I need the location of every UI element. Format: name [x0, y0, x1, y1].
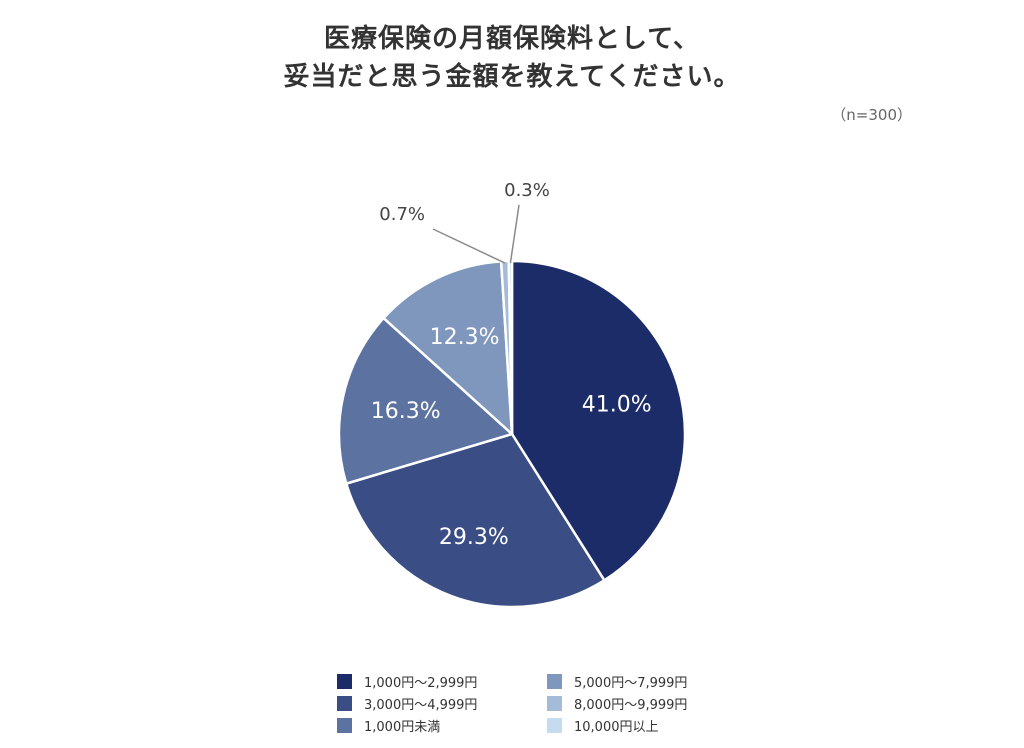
legend-item-3000-4999: 3,000円〜4,999円 [337, 694, 547, 713]
pie-slice-4 [382, 260, 514, 436]
legend-swatch-under-1000 [337, 718, 352, 733]
chart-title-line-1: 医療保険の月額保険料として、 [324, 24, 700, 54]
data-label-4: 12.3% [430, 325, 500, 350]
chart-title: 医療保険の月額保険料として、 妥当だと思う金額を教えてください。 [0, 20, 1024, 96]
legend-item-5000-7999: 5,000円〜7,999円 [547, 672, 757, 691]
data-label-1: 41.0% [582, 393, 652, 418]
legend-label-10000-plus: 10,000円以上 [574, 720, 659, 735]
sample-size-label: （n=300） [831, 106, 912, 124]
legend-swatch-3000-4999 [337, 696, 352, 711]
pie-chart: 41.0% 29.3% 16.3% 12.3% 0.7% 0.3% [337, 180, 687, 609]
legend-label-3000-4999: 3,000円〜4,999円 [364, 698, 478, 713]
data-label-2: 29.3% [439, 525, 509, 550]
chart-title-line-2: 妥当だと思う金額を教えてください。 [283, 62, 741, 92]
pie-slice-3 [337, 316, 514, 485]
legend-swatch-8000-9999 [547, 696, 562, 711]
legend-label-8000-9999: 8,000円〜9,999円 [574, 698, 688, 713]
legend-item-8000-9999: 8,000円〜9,999円 [547, 694, 757, 713]
legend-label-under-1000: 1,000円未満 [364, 720, 441, 735]
legend-swatch-10000-plus [547, 718, 562, 733]
data-label-5: 0.7% [379, 204, 425, 225]
data-label-6: 0.3% [504, 180, 550, 201]
legend-swatch-1000-2999 [337, 674, 352, 689]
pie-slice-2 [345, 432, 606, 609]
leader-line-6 [509, 204, 520, 264]
leader-line-5 [432, 228, 506, 264]
legend-item-under-1000: 1,000円未満 [337, 716, 547, 735]
legend-label-1000-2999: 1,000円〜2,999円 [364, 676, 478, 691]
legend-label-5000-7999: 5,000円〜7,999円 [574, 676, 688, 691]
data-label-3: 16.3% [371, 399, 441, 424]
legend-item-10000-plus: 10,000円以上 [547, 716, 757, 735]
legend-swatch-5000-7999 [547, 674, 562, 689]
legend-item-1000-2999: 1,000円〜2,999円 [337, 672, 547, 691]
legend: 1,000円〜2,999円 5,000円〜7,999円 3,000円〜4,999… [337, 672, 757, 735]
